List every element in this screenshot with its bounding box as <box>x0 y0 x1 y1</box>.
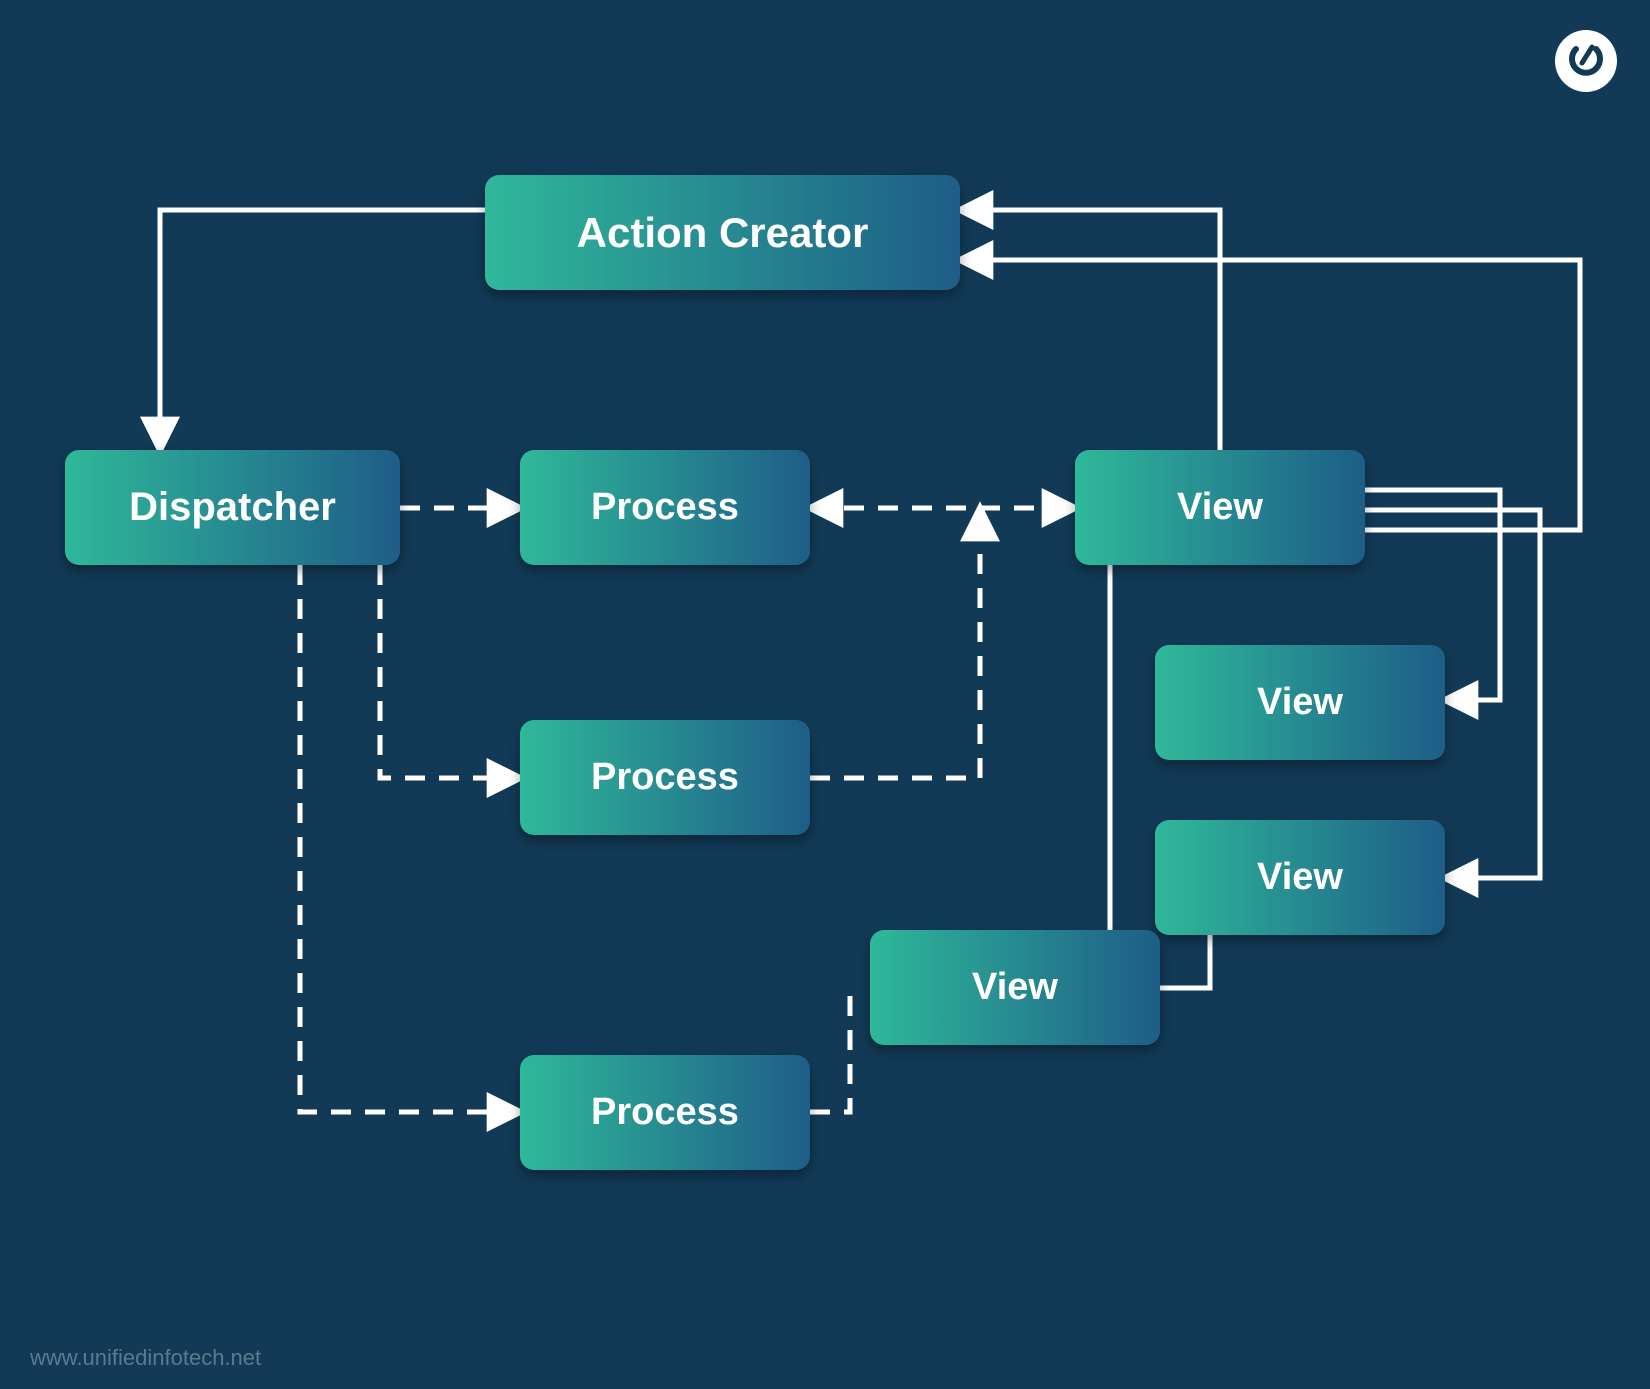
node-view-main: View <box>1075 450 1365 565</box>
node-label: View <box>972 966 1058 1009</box>
node-process-2: Process <box>520 720 810 835</box>
edge-dispatcher-to-process-2 <box>380 565 520 778</box>
edge-action-creator-to-dispatcher <box>160 210 485 450</box>
node-label: Process <box>591 756 739 799</box>
edge-dispatcher-to-process-3 <box>300 565 520 1112</box>
node-label: View <box>1257 856 1343 899</box>
node-view-2: View <box>1155 645 1445 760</box>
node-label: View <box>1177 486 1263 529</box>
brand-logo <box>1555 30 1617 92</box>
node-label: Process <box>591 1091 739 1134</box>
node-dispatcher: Dispatcher <box>65 450 400 565</box>
node-view-3: View <box>1155 820 1445 935</box>
edge-process-3-to-view-4 <box>810 988 850 1112</box>
node-view-4: View <box>870 930 1160 1045</box>
node-action-creator: Action Creator <box>485 175 960 290</box>
edge-process-2-to-view-main <box>810 508 980 778</box>
node-process-1: Process <box>520 450 810 565</box>
edge-view-4-to-branch <box>1160 935 1210 988</box>
node-process-3: Process <box>520 1055 810 1170</box>
node-label: View <box>1257 681 1343 724</box>
edge-view-main-to-view-4 <box>1110 565 1160 988</box>
node-label: Action Creator <box>577 209 869 257</box>
diagram-canvas: Action Creator Dispatcher Process Process Pr… <box>0 0 1650 1389</box>
node-label: Dispatcher <box>129 485 336 530</box>
node-label: Process <box>591 486 739 529</box>
edge-view-main-to-action-creator <box>960 210 1220 450</box>
footer-credit: www.unifiedinfotech.net <box>30 1345 261 1371</box>
